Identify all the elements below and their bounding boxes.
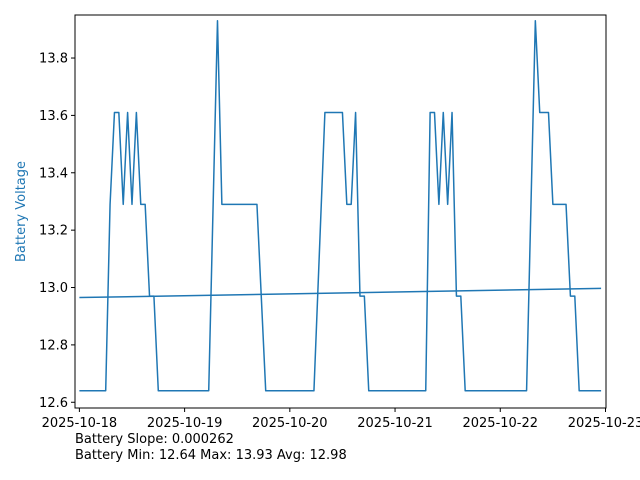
x-tick-label: 2025-10-21 (357, 416, 433, 431)
y-axis-label: Battery Voltage (14, 161, 29, 262)
y-tick-label: 13.6 (39, 109, 68, 124)
x-axis: 2025-10-18 2025-10-19 2025-10-20 2025-10-21… (42, 408, 640, 431)
plot-area (74, 14, 607, 409)
x-tick-label: 2025-10-20 (252, 416, 328, 431)
y-tick-label: 13.8 (39, 52, 68, 67)
series-layer (79, 19, 602, 392)
y-tick-label: 13.2 (39, 224, 68, 239)
battery-trend-line (79, 287, 602, 299)
battery-voltage-line (79, 19, 602, 392)
y-tick-label: 12.6 (39, 396, 68, 411)
x-tick-label: 2025-10-18 (42, 416, 118, 431)
y-tick-label: 13.0 (39, 281, 68, 296)
plot-frame (74, 14, 607, 409)
y-tick-label: 13.4 (39, 166, 68, 181)
y-tick-label: 12.8 (39, 338, 68, 353)
x-tick-label: 2025-10-22 (462, 416, 538, 431)
y-axis: 12.6 12.8 13.0 13.2 13.4 13.6 13.8 (39, 52, 75, 411)
x-tick-label: 2025-10-23 (568, 416, 640, 431)
battery-min-max-avg-text: Battery Min: 12.64 Max: 13.93 Avg: 12.98 (75, 448, 347, 463)
battery-slope-text: Battery Slope: 0.000262 (75, 432, 234, 447)
x-tick-label: 2025-10-19 (147, 416, 223, 431)
